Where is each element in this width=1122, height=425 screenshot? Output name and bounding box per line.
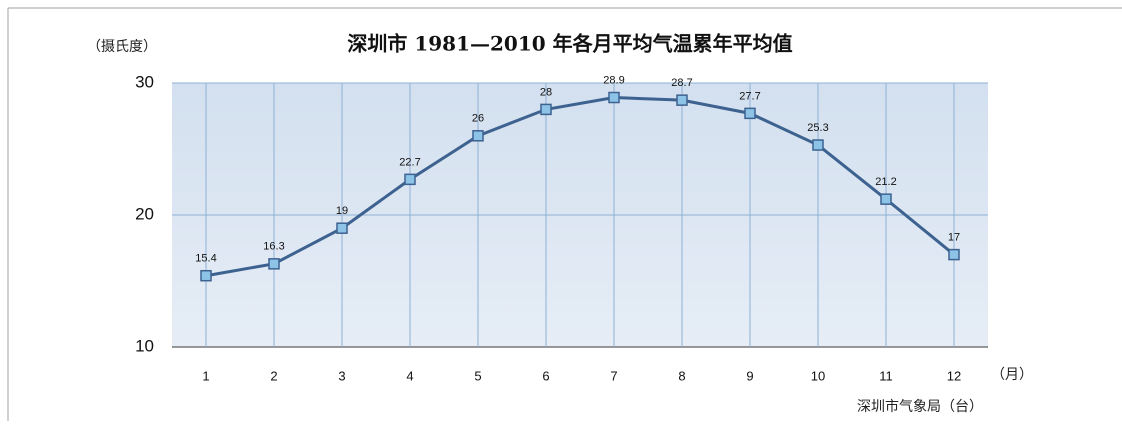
value-label: 19 <box>336 205 348 217</box>
y-tick-label: 20 <box>135 204 154 223</box>
marker <box>608 91 620 104</box>
value-label: 28.7 <box>671 77 692 89</box>
value-label: 26 <box>472 113 484 125</box>
value-label: 16.3 <box>263 241 284 253</box>
x-tick-label: 11 <box>879 368 893 383</box>
x-tick-label: 12 <box>947 368 961 383</box>
marker <box>948 248 960 261</box>
value-label: 21.2 <box>875 176 896 188</box>
y-tick-label: 30 <box>135 72 154 91</box>
x-tick-label: 8 <box>678 368 685 383</box>
marker <box>200 269 212 282</box>
marker <box>744 107 756 120</box>
y-tick-label: 10 <box>135 336 154 355</box>
x-tick-label: 9 <box>746 368 753 383</box>
marker <box>880 193 892 205</box>
value-label: 25.3 <box>807 122 828 134</box>
line <box>205 96 955 278</box>
value-label: 28.9 <box>603 74 624 86</box>
x-tick-label: 1 <box>202 368 209 383</box>
y-axis-label: （摄氏度） <box>87 39 157 55</box>
value-label: 28 <box>540 86 552 98</box>
value-label: 15.4 <box>195 253 216 265</box>
marker <box>336 222 348 234</box>
value-label: 17 <box>948 232 960 244</box>
marker <box>540 103 552 116</box>
x-tick-label: 7 <box>610 368 617 383</box>
chart-title: 深圳市 1981—2010 年各月平均气温累年平均值 <box>347 32 792 56</box>
x-tick-label: 2 <box>270 368 277 383</box>
x-axis-label: （月） <box>991 367 1033 383</box>
value-label: 27.7 <box>739 90 760 102</box>
x-tick-label: 4 <box>406 368 413 383</box>
marker <box>676 94 688 106</box>
x-tick-label: 10 <box>811 368 825 383</box>
marker <box>268 258 280 270</box>
marker <box>404 173 416 186</box>
x-tick-label: 3 <box>338 368 345 383</box>
x-tick-label: 6 <box>542 368 549 383</box>
source: 深圳市气象局（台） <box>857 398 983 415</box>
x-tick-label: 5 <box>474 368 481 383</box>
marker <box>472 130 484 142</box>
marker <box>812 139 824 151</box>
value-label: 22.7 <box>399 156 420 168</box>
